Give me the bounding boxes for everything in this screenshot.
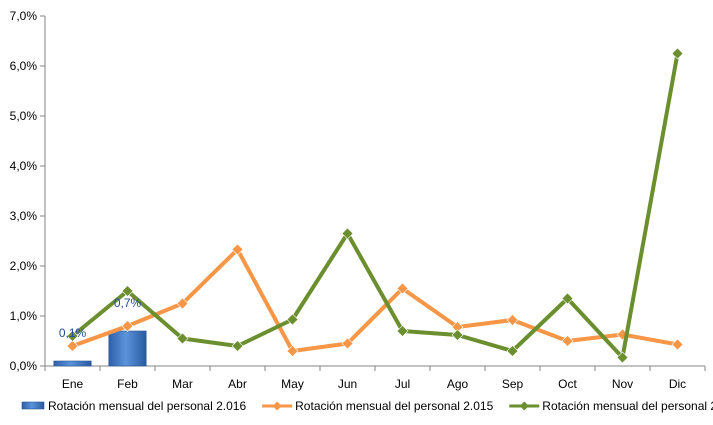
series-point <box>616 351 629 364</box>
x-tick-label: Jul <box>395 377 410 391</box>
x-tick-label: Oct <box>558 377 577 391</box>
legend-label: Rotación mensual del personal 2.016 <box>48 399 246 413</box>
legend-swatch-marker <box>272 401 282 411</box>
x-tick-label: Abr <box>228 377 247 391</box>
x-tick-label: May <box>281 377 304 391</box>
legend-label: Rotación mensual del personal 2.014 <box>542 399 713 413</box>
series-point <box>341 227 354 240</box>
series-point <box>561 292 574 305</box>
y-tick-label: 5,0% <box>10 109 38 123</box>
series-line <box>71 247 678 353</box>
y-tick-label: 1,0% <box>10 309 38 323</box>
y-tick-label: 0,0% <box>10 359 38 373</box>
bar-series <box>53 330 147 367</box>
y-tick-label: 2,0% <box>10 259 38 273</box>
legend-swatch-marker <box>519 401 529 411</box>
series-point <box>506 314 519 326</box>
bar <box>53 360 92 367</box>
series-point <box>396 282 409 295</box>
series-point <box>231 340 244 352</box>
legend-swatch <box>21 401 45 410</box>
y-tick-label: 3,0% <box>10 209 38 223</box>
y-axis: 0,0% 1,0% 2,0% 3,0% 4,0% 5,0% 6,0% 7,0% <box>10 9 46 373</box>
x-tick-label: Dic <box>669 377 686 391</box>
legend-label: Rotación mensual del personal 2.015 <box>295 399 493 413</box>
series-point <box>176 297 189 310</box>
series-point <box>506 345 519 357</box>
x-tick-label: Sep <box>502 377 524 391</box>
x-tick-label: Ago <box>447 377 469 391</box>
bar-data-label: 0,7% <box>114 296 142 310</box>
series-point <box>66 330 79 342</box>
x-tick-label: Jun <box>338 377 357 391</box>
x-tick-label: Mar <box>172 377 193 391</box>
series-point <box>286 313 299 326</box>
series-point <box>176 332 189 345</box>
series-point <box>341 337 354 350</box>
line-series <box>66 47 684 364</box>
series-point <box>231 243 244 256</box>
y-tick-label: 6,0% <box>10 59 38 73</box>
series-point <box>286 345 299 357</box>
y-tick-label: 4,0% <box>10 159 38 173</box>
series-point <box>66 340 79 352</box>
legend: Rotación mensual del personal 2.016 Rotac… <box>21 399 713 413</box>
series-point <box>671 47 684 60</box>
bar <box>108 330 147 367</box>
data-labels: 0,1% 0,7% <box>59 296 142 340</box>
x-tick-label: Feb <box>117 377 138 391</box>
series-point <box>121 320 134 332</box>
series-point <box>451 329 464 341</box>
x-axis: Ene Feb Mar Abr May Jun Jul Ago Sep Oct Nov Dic <box>44 365 706 391</box>
series-point <box>561 335 574 347</box>
series-point <box>396 325 409 337</box>
y-tick-label: 7,0% <box>10 9 38 23</box>
series-point <box>121 285 134 297</box>
series-point <box>671 338 684 351</box>
bar-data-label: 0,1% <box>59 326 87 340</box>
x-tick-label: Ene <box>62 377 84 391</box>
x-tick-label: Nov <box>612 377 633 391</box>
series-line <box>71 53 680 360</box>
